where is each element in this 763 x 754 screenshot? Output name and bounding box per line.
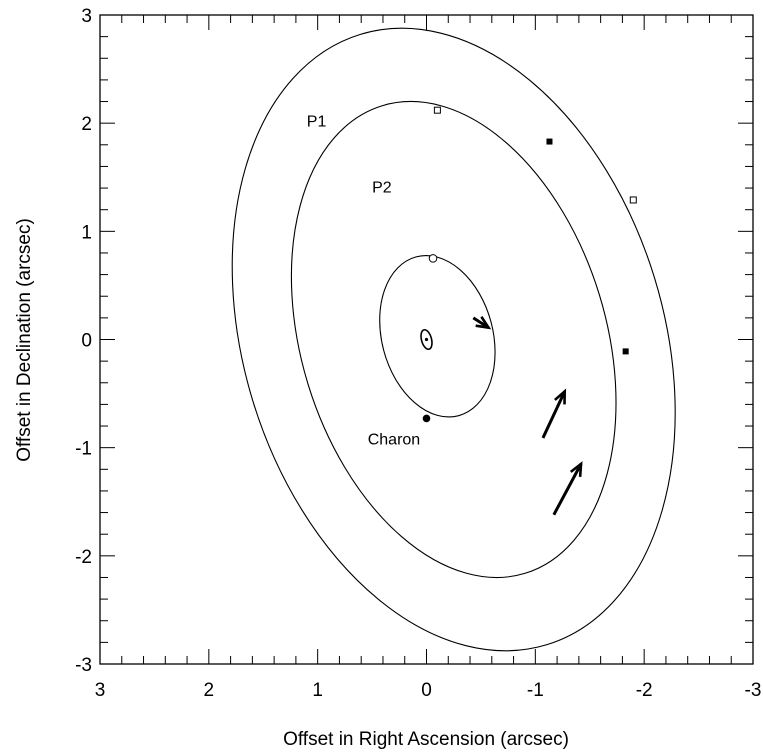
y-axis-label: Offset in Declination (arcsec) [14,218,35,462]
barycenter-dot [424,337,429,342]
orbit-label-p2: P2 [372,179,392,196]
orbit-charon [379,255,496,418]
central-body [420,328,433,351]
central-orbit [420,328,433,351]
motion-arrow-shaft [541,390,567,439]
motion-arrow-shaft [552,463,583,516]
orbit-p2 [290,100,617,579]
y-tick-label: 0 [81,331,92,352]
axis-ticks [99,14,754,665]
filled-square-marker [622,348,629,355]
x-tick-label: 1 [312,680,323,701]
x-axis-label: Offset in Right Ascension (arcsec) [283,729,569,750]
x-tick-label: 3 [95,680,106,701]
x-tick-label: 0 [421,680,432,701]
motion-arrow-head [554,388,567,405]
x-tick-label: -1 [527,680,544,701]
y-tick-label: 1 [81,222,92,243]
x-tick-label: 2 [204,680,215,701]
motion-arrow-head [475,316,492,330]
y-tick-label: -3 [75,655,92,676]
y-tick-label: 3 [81,6,92,27]
x-tick-label: -2 [636,680,653,701]
y-tick-label: 2 [81,114,92,135]
motion-arrows [472,316,583,516]
open-square-marker [433,106,441,114]
orbit-label-p1: P1 [307,113,327,130]
orbit-label-charon: Charon [368,431,420,448]
x-tick-labels: 3 2 1 0 -1 -2 -3 [95,680,762,701]
filled-square-marker [546,138,553,145]
orbit-ellipses [231,27,676,652]
orbit-p1 [231,27,676,652]
y-tick-label: -1 [75,439,92,460]
position-markers [422,106,637,423]
open-square-marker [629,196,637,204]
open-circle-marker [428,254,438,263]
orbit-labels: P1 P2 Charon [307,113,420,448]
x-tick-label: -3 [745,680,762,701]
y-tick-labels: 3 2 1 0 -1 -2 -3 [75,6,92,676]
motion-arrow-head [569,461,583,477]
y-tick-label: -2 [75,547,92,568]
filled-circle-marker [422,414,431,423]
